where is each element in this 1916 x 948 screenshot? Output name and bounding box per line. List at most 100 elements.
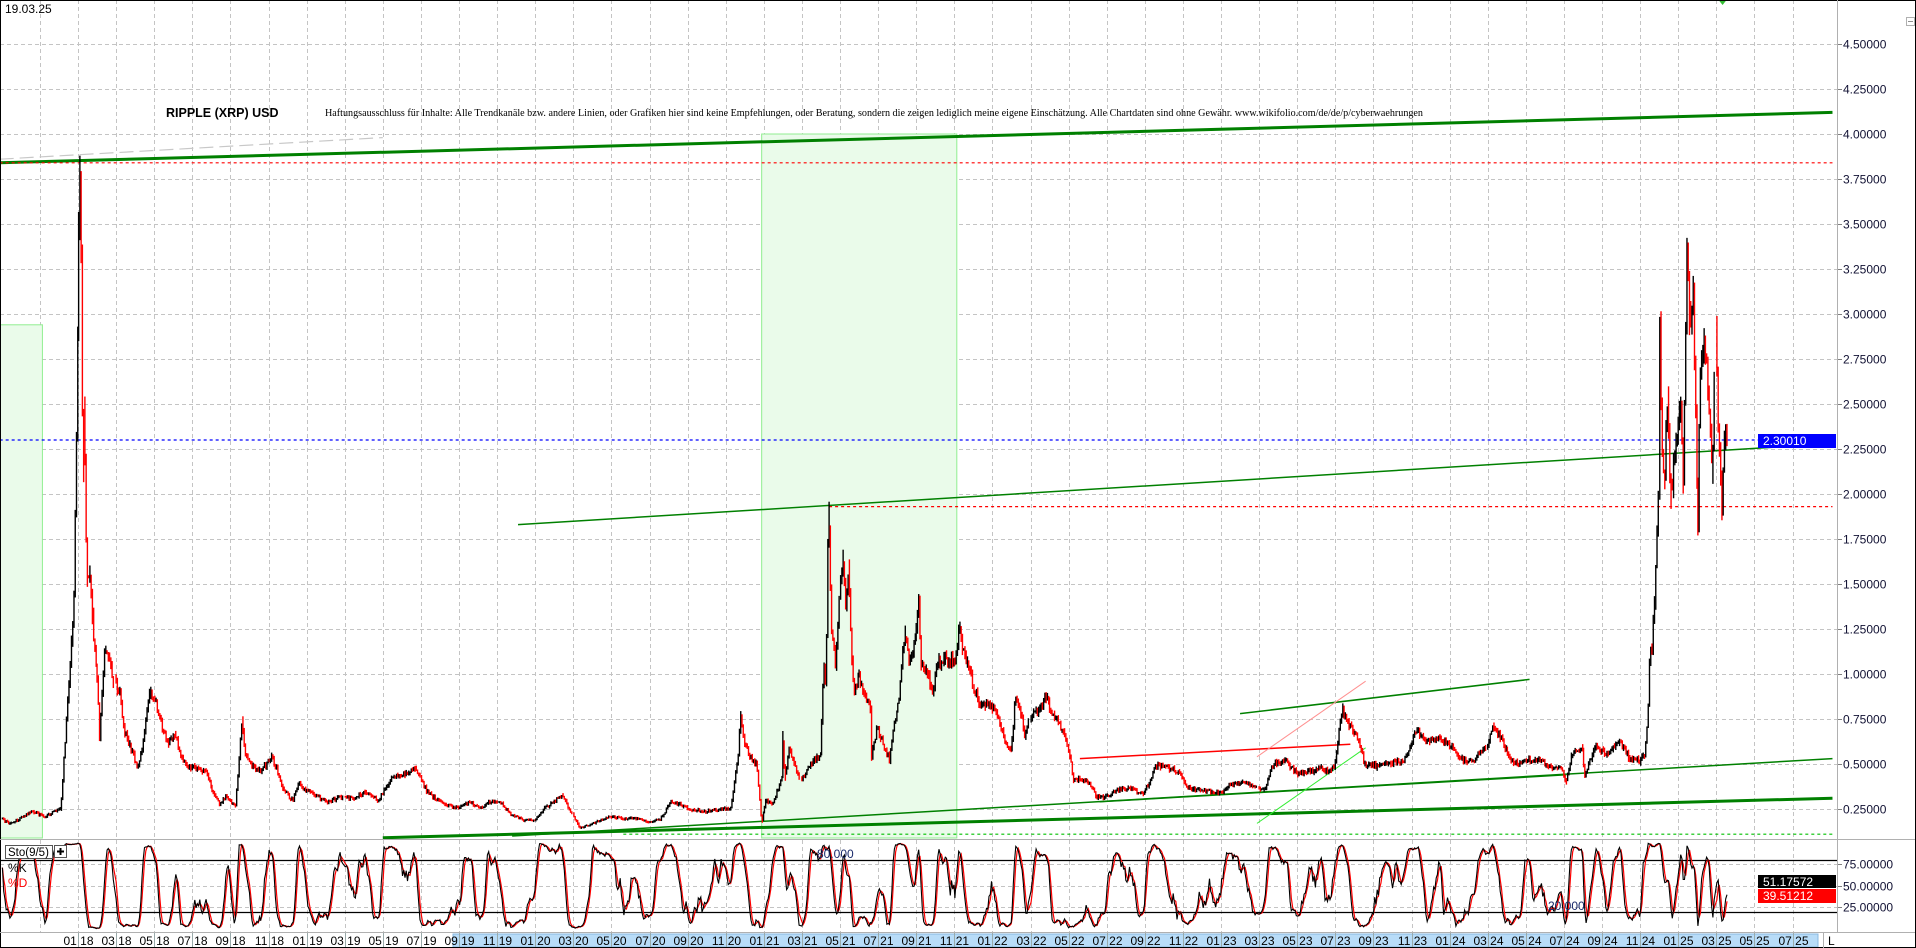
y-axis-label: 4.25000 <box>1843 83 1887 97</box>
minus-box-icon[interactable] <box>1906 17 1915 26</box>
y-axis-label: 3.25000 <box>1843 263 1887 277</box>
upper-level-label: 80.000 <box>817 847 854 861</box>
x-axis-label: 07 22 <box>1092 934 1122 948</box>
x-axis-label: 05 21 <box>825 934 855 948</box>
price-axis[interactable]: 4.50000 4.25000 4.00000 3.75000 3.50000 3.250… <box>1837 38 1893 915</box>
x-axis-label: 01 25 <box>1663 934 1693 948</box>
y-axis-label: 1.25000 <box>1843 623 1887 637</box>
y-axis-label: 0.25000 <box>1843 803 1887 817</box>
stochastic-panel <box>0 842 1837 930</box>
x-axis-label: 09 21 <box>901 934 931 948</box>
trend-line[interactable] <box>0 110 1833 165</box>
x-axis-label: 07 23 <box>1320 934 1350 948</box>
stoch-k-line <box>1 842 1728 930</box>
indicator-name: Sto(9/5) <box>8 847 49 859</box>
x-axis-label: 07 25 <box>1778 934 1808 948</box>
x-axis-label: 03 24 <box>1473 934 1503 948</box>
highlight-zone <box>0 324 43 839</box>
x-axis-label: 01 23 <box>1206 934 1236 948</box>
x-axis-label: 07 18 <box>177 934 207 948</box>
chart-title: RIPPLE (XRP) USD <box>166 106 279 120</box>
k-legend: %K <box>8 861 27 875</box>
d-value-box: 39.51212 <box>1758 889 1836 903</box>
x-axis-label: 01 18 <box>63 934 93 948</box>
trend-line[interactable] <box>1256 680 1366 758</box>
x-axis-label: 05 18 <box>139 934 169 948</box>
x-axis-label: 09 22 <box>1130 934 1160 948</box>
trend-line[interactable] <box>382 796 1833 840</box>
x-axis-label: 07 24 <box>1549 934 1579 948</box>
x-axis-label: 05 22 <box>1054 934 1084 948</box>
y-axis-label: 2.00000 <box>1843 488 1887 502</box>
y-axis-label: 3.00000 <box>1843 308 1887 322</box>
x-axis-label: 05 19 <box>368 934 398 948</box>
x-axis-label: 11 21 <box>940 934 969 948</box>
x-axis-label: 09 18 <box>215 934 245 948</box>
y-axis-label: 2.75000 <box>1843 353 1887 367</box>
k-value-label: 51.17572 <box>1763 875 1813 889</box>
x-axis-label: 07 21 <box>863 934 893 948</box>
disclaimer-text: Haftungsausschluss für Inhalte: Alle Tre… <box>325 108 1424 119</box>
y-axis-label: 4.50000 <box>1843 38 1887 52</box>
y-axis-label: 3.75000 <box>1843 173 1887 187</box>
x-axis-label: 03 23 <box>1244 934 1274 948</box>
trend-line[interactable] <box>1239 678 1530 715</box>
triangle-down-icon <box>1718 0 1727 5</box>
y-axis-label: 4.00000 <box>1843 128 1887 142</box>
stoch-axis-label: 50.00000 <box>1843 880 1893 894</box>
date-axis[interactable]: 01 18 03 18 05 18 07 18 09 18 11 18 01 19 03 19… <box>63 933 1819 948</box>
y-axis-label: 1.00000 <box>1843 668 1887 682</box>
axis-end-label[interactable]: L <box>1828 934 1835 948</box>
d-value-label: 39.51212 <box>1763 889 1813 903</box>
stoch-axis-label: 25.00000 <box>1843 901 1893 915</box>
x-axis-label: 07 20 <box>635 934 665 948</box>
x-axis-label: 11 18 <box>255 934 284 948</box>
x-axis-label: 03 25 <box>1701 934 1731 948</box>
plus-icon[interactable] <box>54 845 67 858</box>
x-axis-label: 03 22 <box>1016 934 1046 948</box>
current-price-box: 2.30010 <box>1758 434 1836 448</box>
trend-line[interactable] <box>0 137 383 160</box>
x-axis-label: 01 20 <box>520 934 550 948</box>
x-axis-label: 05 20 <box>596 934 626 948</box>
x-axis-label: 11 22 <box>1169 934 1198 948</box>
k-value-box: 51.17572 <box>1758 875 1836 889</box>
chart-date: 19.03.25 <box>5 2 52 16</box>
x-axis-label: 09 23 <box>1358 934 1388 948</box>
trend-line[interactable] <box>1099 774 1567 803</box>
trend-line[interactable] <box>1079 743 1351 760</box>
x-axis-label: 03 21 <box>787 934 817 948</box>
x-axis-label: 11 19 <box>483 934 512 948</box>
x-axis-label: 11 23 <box>1398 934 1427 948</box>
x-axis-label: 01 19 <box>292 934 322 948</box>
x-axis-label: 11 20 <box>712 934 741 948</box>
y-axis-label: 3.50000 <box>1843 218 1887 232</box>
trend-lines[interactable] <box>0 0 1833 840</box>
x-axis-label: 01 21 <box>749 934 779 948</box>
highlight-zone <box>761 133 958 839</box>
x-axis-label: 11 24 <box>1626 934 1655 948</box>
y-axis-label: 2.50000 <box>1843 398 1887 412</box>
y-axis-label: 0.50000 <box>1843 758 1887 772</box>
x-axis-label: 05 25 <box>1739 934 1769 948</box>
price-bars <box>1 155 1728 829</box>
x-axis-label: 03 20 <box>558 934 588 948</box>
x-axis-label: 03 18 <box>101 934 131 948</box>
y-axis-label: 0.75000 <box>1843 713 1887 727</box>
x-axis-label: 07 19 <box>406 934 436 948</box>
x-axis-label: 01 24 <box>1435 934 1465 948</box>
x-axis-label: 01 22 <box>977 934 1007 948</box>
x-axis-label: 05 23 <box>1282 934 1312 948</box>
trend-line[interactable] <box>517 442 1833 526</box>
y-axis-label: 2.25000 <box>1843 443 1887 457</box>
trend-line[interactable] <box>1256 747 1366 824</box>
current-price-label: 2.30010 <box>1763 434 1807 448</box>
y-axis-label: 1.50000 <box>1843 578 1887 592</box>
highlight-zones <box>0 133 958 839</box>
indicator-label-button[interactable]: Sto(9/5) <box>5 845 53 860</box>
lower-level-label: 20.000 <box>1548 899 1585 913</box>
x-axis-label: 09 20 <box>673 934 703 948</box>
x-axis-label: 03 19 <box>330 934 360 948</box>
